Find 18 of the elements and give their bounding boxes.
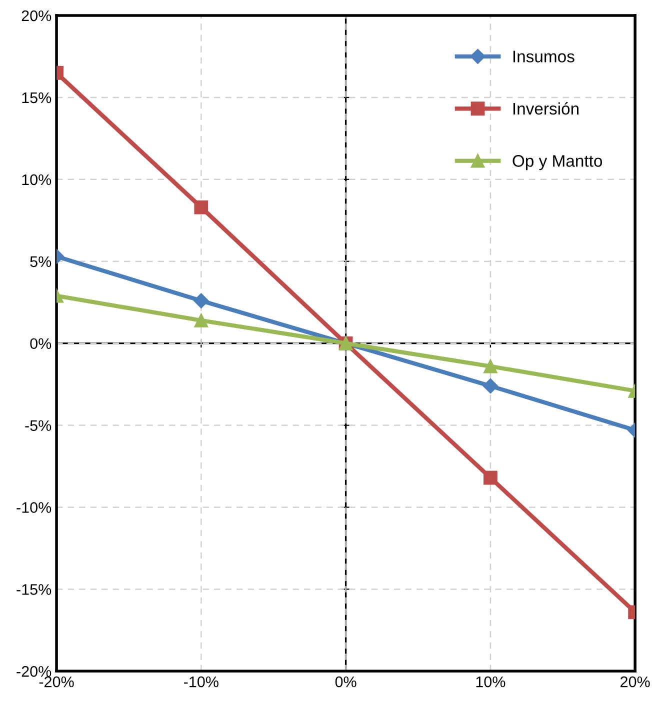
- y-tick-label: -5%: [25, 420, 52, 431]
- y-tick-label: 5%: [30, 256, 52, 268]
- point: [483, 470, 498, 485]
- y-tick-label: 15%: [22, 92, 52, 104]
- y-tick-label: -20%: [16, 666, 52, 677]
- x-tick-label: -10%: [184, 676, 218, 688]
- y-tick-label: -15%: [16, 584, 52, 595]
- legend-label: Inversión: [513, 102, 578, 115]
- legend-label: Op y Mantto: [512, 155, 602, 170]
- x-tick-label: -20%: [39, 676, 74, 688]
- x-tick-label: 10%: [476, 676, 506, 688]
- y-tick-label: 20%: [22, 10, 52, 22]
- x-tick-label: 20%: [620, 676, 650, 688]
- legend-label: Insumos: [513, 50, 574, 62]
- y-tick-label: 0%: [30, 338, 52, 350]
- x-tick-label: 0%: [335, 676, 356, 688]
- y-tick-label: 10%: [22, 174, 52, 186]
- y-tick-label: -10%: [16, 502, 52, 513]
